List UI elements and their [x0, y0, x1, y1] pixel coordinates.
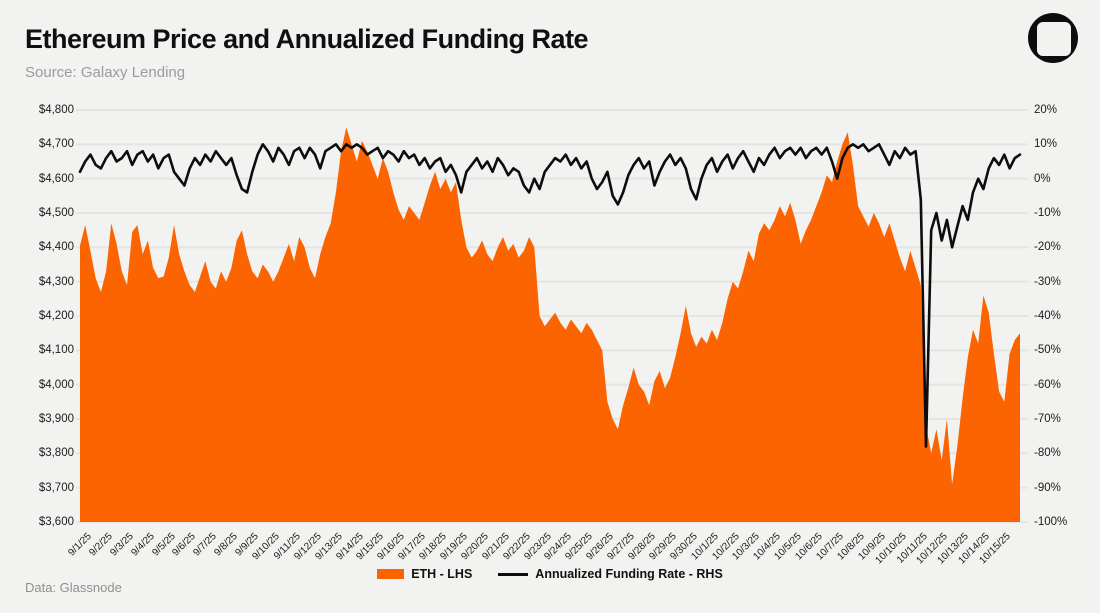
rate-tick-label: -10% — [1034, 207, 1061, 219]
rate-tick-label: -90% — [1034, 481, 1061, 494]
price-tick-label: $4,300 — [38, 275, 74, 288]
eth-area-swatch — [377, 569, 405, 579]
rate-tick-label: -40% — [1034, 310, 1061, 322]
rate-tick-label: -30% — [1034, 275, 1061, 288]
rate-tick-label: -100% — [1034, 516, 1068, 528]
legend-item-funding: Annualized Funding Rate - RHS — [498, 567, 723, 581]
price-tick-label: $4,100 — [38, 344, 74, 357]
funding-line-swatch — [498, 572, 529, 576]
price-tick-label: $4,700 — [38, 138, 74, 151]
price-tick-label: $4,400 — [38, 241, 74, 254]
legend-item-eth: ETH - LHS — [377, 567, 472, 581]
rate-tick-label: 0% — [1034, 172, 1051, 185]
source-subtitle: Source: Galaxy Lending — [25, 64, 186, 81]
price-tick-label: $3,700 — [38, 481, 74, 494]
legend-funding-label: Annualized Funding Rate - RHS — [535, 567, 723, 581]
rate-tick-label: 20% — [1034, 104, 1058, 116]
price-tick-label: $3,600 — [38, 516, 74, 528]
price-tick-label: $4,200 — [38, 310, 74, 322]
price-tick-label: $4,600 — [38, 172, 74, 185]
legend: ETH - LHS Annualized Funding Rate - RHS — [0, 567, 1100, 581]
rate-tick-label: -70% — [1034, 413, 1061, 425]
legend-eth-label: ETH - LHS — [411, 567, 473, 581]
rate-tick-label: 10% — [1034, 138, 1058, 151]
price-tick-label: $3,800 — [38, 447, 74, 460]
rate-tick-label: -50% — [1034, 344, 1061, 357]
data-note: Data: Glassnode — [25, 580, 122, 595]
rate-tick-label: -80% — [1034, 447, 1061, 460]
funding-rate-line — [78, 143, 1022, 448]
price-tick-label: $3,900 — [38, 413, 74, 425]
price-tick-label: $4,800 — [38, 104, 74, 116]
rate-tick-label: -20% — [1034, 241, 1061, 254]
price-tick-label: $4,500 — [38, 207, 74, 219]
galaxy-logo-icon — [1028, 13, 1078, 63]
rate-tick-label: -60% — [1034, 378, 1061, 391]
galaxy-logo-square — [1037, 22, 1071, 56]
price-tick-label: $4,000 — [38, 378, 74, 391]
page-title: Ethereum Price and Annualized Funding Ra… — [25, 24, 589, 54]
eth-price-area — [80, 127, 1020, 522]
